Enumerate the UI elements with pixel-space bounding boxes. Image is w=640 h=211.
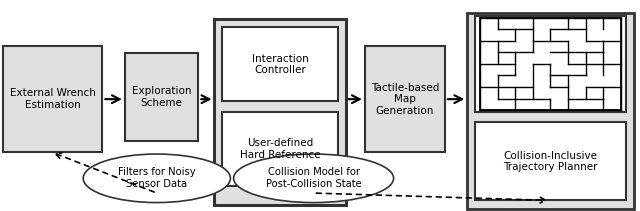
Text: User-defined
Hard Reference: User-defined Hard Reference: [240, 138, 320, 160]
Bar: [222, 112, 338, 186]
Bar: [475, 16, 626, 112]
Text: Interaction
Controller: Interaction Controller: [252, 54, 308, 75]
Text: Collision Model for
Post-Collision State: Collision Model for Post-Collision State: [266, 168, 362, 189]
Bar: [3, 46, 102, 152]
Bar: [365, 46, 445, 152]
Bar: [125, 53, 198, 141]
Ellipse shape: [83, 154, 230, 203]
Text: External Wrench
Estimation: External Wrench Estimation: [10, 88, 96, 110]
Text: Tactile-based
Map
Generation: Tactile-based Map Generation: [371, 83, 439, 116]
Bar: [475, 122, 626, 200]
Bar: [480, 18, 621, 110]
Bar: [222, 27, 338, 101]
Text: Collision-Inclusive
Trajectory Planner: Collision-Inclusive Trajectory Planner: [503, 151, 598, 172]
Text: Filters for Noisy
Sensor Data: Filters for Noisy Sensor Data: [118, 168, 196, 189]
Bar: [214, 19, 346, 205]
Ellipse shape: [234, 154, 394, 203]
Bar: [467, 13, 634, 209]
Text: Exploration
Scheme: Exploration Scheme: [132, 86, 191, 108]
